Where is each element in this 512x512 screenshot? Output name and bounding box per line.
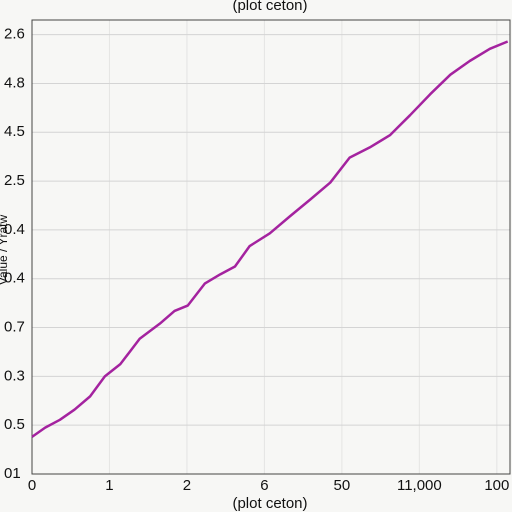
x-axis-label: (plot ceton) [232, 495, 307, 512]
y-tick-label: 0.3 [4, 367, 25, 384]
x-tick-label: 6 [260, 477, 268, 494]
x-tick-label: 0 [28, 477, 36, 494]
y-tick-label: 4.8 [4, 74, 25, 91]
data-line [31, 40, 509, 438]
y-tick-label: 0.4 [4, 221, 25, 238]
x-tick-label: 2 [183, 477, 191, 494]
plot-frame [31, 19, 511, 475]
y-tick-label: 0.4 [4, 270, 25, 287]
y-tick-label: 2.6 [4, 26, 25, 43]
y-tick-label: 4.5 [4, 123, 25, 140]
x-tick-label: 1 [105, 477, 113, 494]
x-tick-label: 50 [334, 477, 351, 494]
y-axis-label: Value / Yratw [0, 215, 10, 286]
y-tick-label: 0.7 [4, 319, 25, 336]
x-tick-label: 11,000 [397, 477, 442, 494]
chart-title: (plot ceton) [232, 0, 307, 14]
y-tick-label: 2.5 [4, 172, 25, 189]
y-tick-label: 0.5 [4, 416, 25, 433]
y-tick-label: 01 [4, 465, 21, 482]
x-tick-label: 100 [484, 477, 509, 494]
